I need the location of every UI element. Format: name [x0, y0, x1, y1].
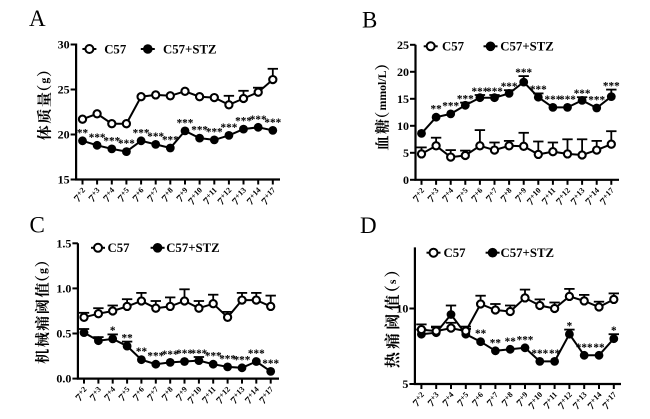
svg-text:15: 15 [397, 92, 409, 106]
svg-text:***: *** [235, 116, 252, 128]
svg-text:***: *** [162, 135, 179, 147]
svg-text:**: ** [549, 348, 561, 360]
svg-text:***: *** [250, 114, 267, 126]
svg-text:***: *** [103, 135, 120, 147]
svg-text:g: g [37, 78, 51, 84]
svg-text:***: *** [206, 126, 223, 138]
svg-text:***: *** [603, 80, 620, 92]
svg-text:***: *** [442, 100, 459, 112]
svg-text:**: ** [593, 342, 605, 354]
svg-text:C57: C57 [444, 246, 467, 260]
svg-text:C57+STZ: C57+STZ [500, 40, 554, 54]
svg-text:0.0: 0.0 [56, 372, 71, 386]
svg-text:*: * [567, 320, 573, 332]
svg-text:***: *** [559, 94, 576, 106]
svg-text:25: 25 [397, 38, 409, 52]
svg-text:***: *** [262, 358, 279, 370]
svg-text:C: C [30, 213, 45, 238]
svg-text:0.5: 0.5 [56, 327, 71, 341]
svg-text:15: 15 [58, 173, 70, 187]
svg-text:***: *** [574, 88, 591, 100]
svg-text:***: *** [515, 67, 532, 79]
svg-text:***: *** [501, 81, 518, 93]
svg-text:10: 10 [397, 119, 409, 133]
svg-text:mmol/L: mmol/L [375, 70, 389, 110]
svg-text:10: 10 [396, 302, 408, 316]
svg-text:**: ** [77, 127, 89, 139]
svg-text:***: *** [176, 348, 193, 360]
svg-text:***: *** [162, 349, 179, 361]
svg-text:B: B [362, 8, 377, 33]
svg-text:***: *** [221, 122, 238, 134]
svg-text:***: *** [576, 342, 593, 354]
svg-text:5: 5 [403, 146, 409, 160]
svg-text:***: *** [248, 348, 265, 360]
svg-text:***: *** [472, 86, 489, 98]
svg-text:1.0: 1.0 [56, 281, 71, 295]
svg-text:D: D [360, 213, 377, 238]
svg-text:***: *** [531, 348, 548, 360]
svg-text:***: *** [205, 351, 222, 363]
svg-text:C57+STZ: C57+STZ [166, 241, 220, 255]
svg-text:0: 0 [403, 173, 409, 187]
svg-text:***: *** [147, 351, 164, 363]
svg-text:***: *** [517, 334, 534, 346]
svg-text:***: *** [190, 348, 207, 360]
svg-text:*: * [611, 325, 617, 337]
svg-text:***: *** [219, 353, 236, 365]
svg-text:5: 5 [402, 377, 408, 391]
svg-text:***: *** [264, 117, 281, 129]
svg-text:20: 20 [58, 128, 70, 142]
svg-text:***: *** [457, 93, 474, 105]
svg-text:**: ** [505, 336, 517, 348]
svg-text:**: ** [431, 104, 443, 116]
svg-text:***: *** [147, 131, 164, 143]
svg-text:25: 25 [58, 83, 70, 97]
svg-text:**: ** [136, 346, 148, 358]
svg-text:***: *** [234, 354, 251, 366]
svg-text:**: ** [475, 328, 487, 340]
svg-text:***: *** [545, 94, 562, 106]
svg-text:**: ** [490, 337, 502, 349]
svg-text:s: s [385, 279, 399, 284]
svg-text:C57: C57 [442, 40, 465, 54]
svg-text:g: g [35, 268, 49, 274]
svg-text:***: *** [588, 94, 605, 106]
svg-text:1.5: 1.5 [56, 236, 71, 250]
svg-text:***: *** [191, 125, 208, 137]
svg-text:***: *** [177, 117, 194, 129]
svg-text:***: *** [89, 132, 106, 144]
svg-text:***: *** [118, 138, 135, 150]
svg-text:***: *** [486, 86, 503, 98]
svg-text:C57+STZ: C57+STZ [501, 246, 555, 260]
svg-text:C57: C57 [104, 42, 127, 56]
svg-text:30: 30 [58, 38, 70, 52]
svg-text:C57: C57 [108, 241, 131, 255]
svg-text:C57+STZ: C57+STZ [163, 42, 217, 56]
svg-text:**: ** [121, 332, 133, 344]
svg-text:***: *** [530, 84, 547, 96]
svg-text:20: 20 [397, 65, 409, 79]
svg-text:A: A [29, 6, 46, 31]
svg-text:*: * [110, 325, 116, 337]
svg-text:***: *** [133, 127, 150, 139]
